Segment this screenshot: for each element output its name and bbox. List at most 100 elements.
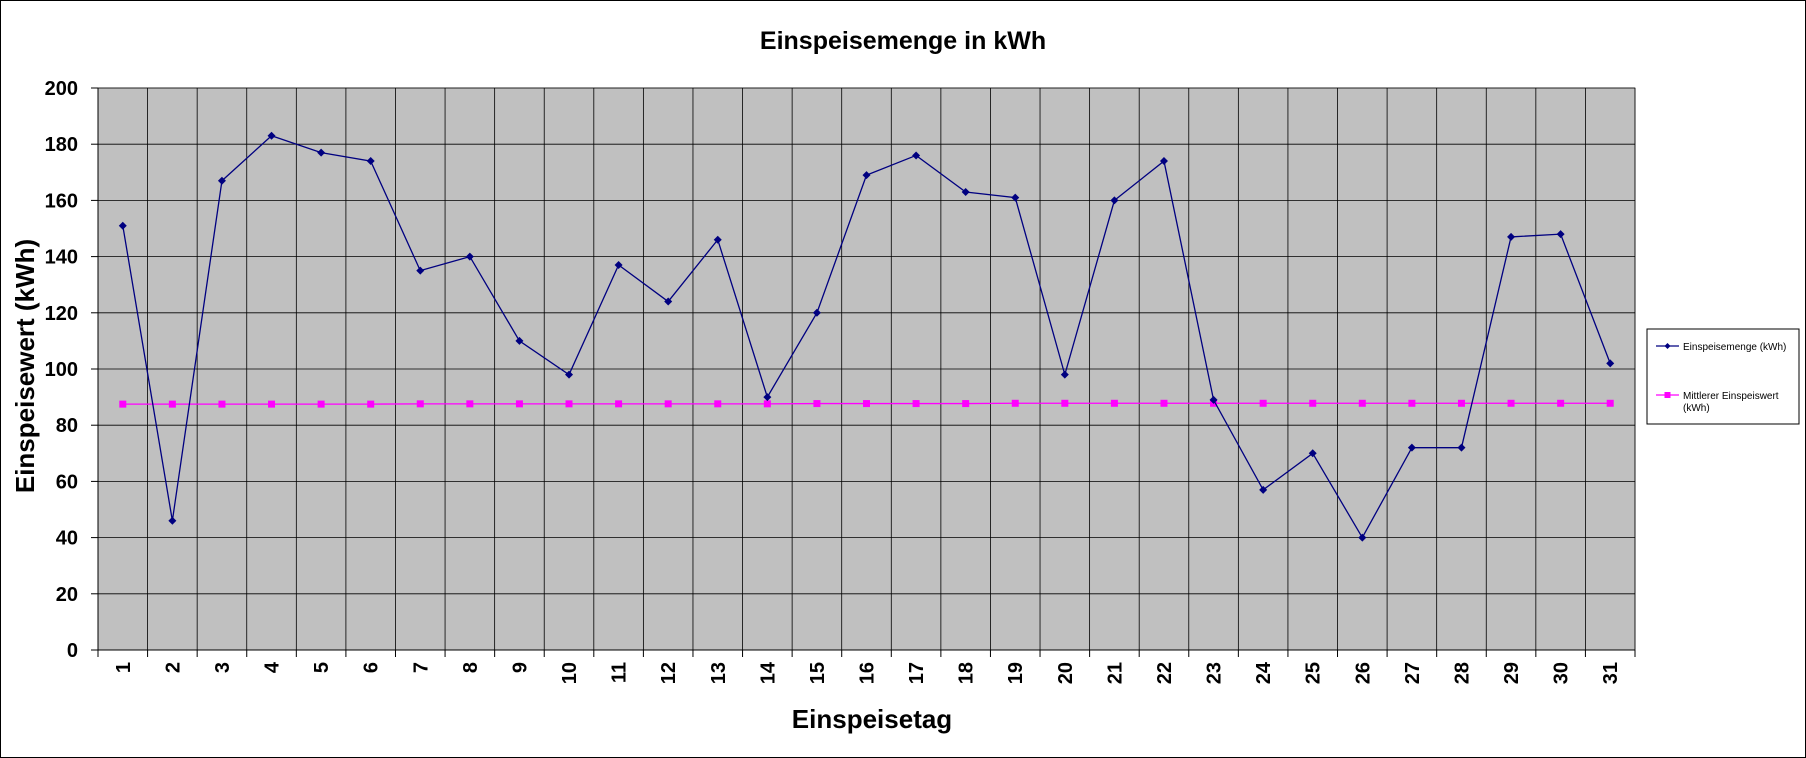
legend-label-mittlerer-einspeiswert: Mittlerer Einspeiswert (kWh) bbox=[1683, 391, 1779, 414]
mittlerer-einspeiswert-point bbox=[763, 400, 771, 408]
y-axis-label: Einspeisewert (kWh) bbox=[10, 239, 40, 493]
legend: Einspeisemenge (kWh) Mittlerer Einspeiswe… bbox=[1646, 328, 1800, 425]
mittlerer-einspeiswert-point bbox=[813, 400, 821, 408]
mittlerer-einspeiswert-point bbox=[1408, 399, 1416, 407]
mittlerer-einspeiswert-point bbox=[912, 400, 920, 408]
einspeisemenge-point bbox=[961, 187, 970, 196]
legend-label-einspeisemenge: Einspeisemenge (kWh) bbox=[1683, 342, 1786, 353]
mittlerer-einspeiswert-point bbox=[168, 400, 176, 408]
x-tick-label: 14 bbox=[757, 661, 779, 684]
x-tick-label: 3 bbox=[212, 662, 234, 673]
einspeisemenge-point bbox=[1606, 359, 1615, 368]
mittlerer-einspeiswert-point bbox=[1160, 399, 1168, 407]
einspeisemenge-point bbox=[1159, 157, 1168, 166]
mittlerer-einspeiswert-point bbox=[1309, 399, 1317, 407]
x-tick-label: 28 bbox=[1451, 662, 1473, 684]
x-tick-label: 8 bbox=[460, 662, 482, 673]
mittlerer-einspeiswert-point bbox=[1259, 399, 1267, 407]
einspeisemenge-point bbox=[465, 252, 474, 261]
einspeisemenge-point bbox=[515, 336, 524, 345]
mittlerer-einspeiswert-point bbox=[268, 400, 276, 408]
x-tick-label: 12 bbox=[658, 662, 680, 684]
mittlerer-einspeiswert-point bbox=[1557, 399, 1565, 407]
x-tick-label: 30 bbox=[1551, 662, 1573, 684]
einspeisemenge-point bbox=[1209, 395, 1218, 404]
x-tick-label: 13 bbox=[708, 662, 730, 684]
y-tick-label: 120 bbox=[45, 303, 78, 325]
mittlerer-einspeiswert-point bbox=[664, 400, 672, 408]
x-tick-label: 27 bbox=[1402, 662, 1424, 684]
mittlerer-einspeiswert-point bbox=[1011, 399, 1019, 407]
mittlerer-einspeiswert-point bbox=[416, 400, 424, 408]
y-tick-label: 100 bbox=[45, 359, 78, 381]
x-tick-label: 20 bbox=[1055, 662, 1077, 684]
mittlerer-einspeiswert-point bbox=[1507, 399, 1515, 407]
mittlerer-einspeiswert-point bbox=[1110, 399, 1118, 407]
mittlerer-einspeiswert-point bbox=[218, 400, 226, 408]
y-tick-label: 180 bbox=[45, 134, 78, 156]
x-tick-label: 2 bbox=[162, 662, 184, 673]
x-tick-label: 15 bbox=[807, 662, 829, 684]
mittlerer-einspeiswert-point bbox=[962, 400, 970, 408]
x-tick-label: 23 bbox=[1204, 662, 1226, 684]
einspeisemenge-point bbox=[118, 221, 127, 230]
x-tick-label: 10 bbox=[559, 662, 581, 684]
mittlerer-einspeiswert-point bbox=[714, 400, 722, 408]
x-tick-label: 6 bbox=[361, 662, 383, 673]
mittlerer-einspeiswert-point bbox=[317, 400, 325, 408]
x-tick-label: 7 bbox=[410, 662, 432, 673]
x-axis-ticks: 1 2 3 4 5 6 7 8 9 10 11 12 13 14 15 16 17 18 19 20 21 22 23 24 2… bbox=[97, 88, 1636, 684]
einspeisemenge-point bbox=[1011, 193, 1020, 202]
mittlerer-einspeiswert-point bbox=[565, 400, 573, 408]
einspeisemenge-point bbox=[614, 261, 623, 270]
x-axis-label: Einspeisetag bbox=[792, 704, 952, 734]
x-tick-label: 21 bbox=[1104, 662, 1126, 684]
x-tick-label: 19 bbox=[1005, 662, 1027, 684]
mittlerer-einspeiswert-point bbox=[367, 400, 375, 408]
y-axis-ticks: 0 20 40 60 80 100 120 140 160 180 200 bbox=[45, 78, 98, 662]
x-tick-label: 11 bbox=[609, 662, 631, 683]
chart-title: Einspeisemenge in kWh bbox=[760, 27, 1046, 55]
mittlerer-einspeiswert-point bbox=[1358, 399, 1366, 407]
mittlerer-einspeiswert-point bbox=[1457, 399, 1465, 407]
series-layer bbox=[118, 131, 1615, 542]
y-tick-label: 200 bbox=[45, 78, 78, 100]
y-tick-label: 60 bbox=[56, 471, 78, 493]
legend-box bbox=[1646, 328, 1800, 425]
einspeisemenge-point bbox=[713, 235, 722, 244]
einspeisemenge-point bbox=[317, 148, 326, 157]
legend-marker-einspeisemenge bbox=[1664, 343, 1671, 349]
einspeisemenge-point bbox=[812, 308, 821, 317]
y-tick-label: 80 bbox=[56, 415, 78, 437]
x-tick-label: 24 bbox=[1253, 661, 1275, 684]
y-tick-label: 140 bbox=[45, 247, 78, 269]
einspeisemenge-point bbox=[565, 370, 574, 379]
einspeisemenge-point bbox=[1110, 196, 1119, 205]
x-tick-label: 29 bbox=[1501, 662, 1523, 684]
einspeisemenge-point bbox=[1358, 533, 1367, 542]
x-tick-label: 22 bbox=[1154, 662, 1176, 684]
mittlerer-einspeiswert-point bbox=[1061, 399, 1069, 407]
x-tick-label: 1 bbox=[113, 662, 135, 673]
x-tick-label: 4 bbox=[262, 661, 284, 673]
einspeisemenge-point bbox=[366, 157, 375, 166]
einspeisemenge-point bbox=[912, 151, 921, 160]
mittlerer-einspeiswert-point bbox=[863, 400, 870, 408]
einspeisemenge-point bbox=[763, 393, 772, 402]
y-tick-label: 20 bbox=[56, 584, 78, 606]
einspeisemenge-point bbox=[168, 516, 177, 525]
x-tick-label: 5 bbox=[311, 662, 333, 673]
x-tick-label: 18 bbox=[956, 662, 978, 684]
einspeisemenge-point bbox=[1507, 232, 1516, 241]
y-tick-label: 40 bbox=[56, 528, 78, 550]
einspeisemenge-point bbox=[1259, 485, 1268, 494]
einspeisemenge-point bbox=[416, 266, 425, 275]
x-tick-label: 9 bbox=[509, 662, 531, 673]
mittlerer-einspeiswert-point bbox=[1606, 399, 1614, 407]
x-tick-label: 17 bbox=[906, 662, 928, 684]
x-tick-label: 26 bbox=[1352, 662, 1374, 684]
einspeisemenge-point bbox=[1407, 443, 1416, 452]
legend-marker-mittlerer-einspeiswert bbox=[1664, 392, 1671, 398]
